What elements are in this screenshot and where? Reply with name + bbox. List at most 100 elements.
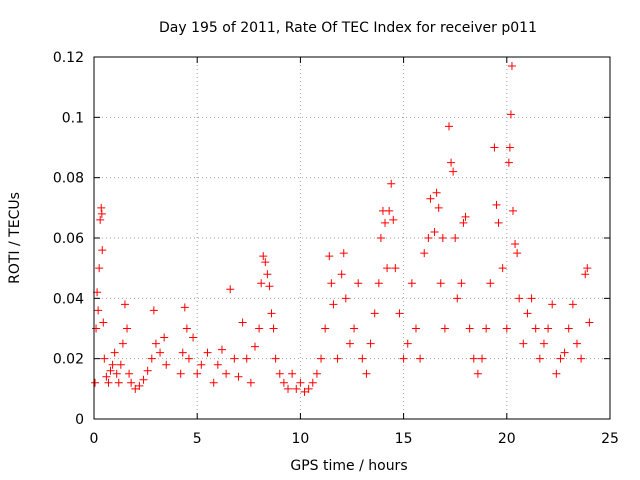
y-tick-label: 0 [75, 412, 84, 428]
data-point [95, 264, 104, 273]
data-point [583, 264, 592, 273]
data-point [424, 234, 433, 242]
data-point [327, 279, 336, 288]
x-tick-label: 15 [395, 431, 413, 447]
data-point [329, 300, 338, 309]
data-point [296, 378, 305, 387]
data-point [515, 294, 524, 303]
data-point [461, 212, 470, 221]
data-point [92, 324, 101, 333]
data-point [333, 354, 342, 363]
data-point [345, 339, 354, 348]
data-point [104, 378, 113, 387]
data-point [110, 348, 119, 357]
data-point [250, 342, 259, 351]
data-point [203, 348, 212, 357]
data-point [238, 318, 247, 327]
data-point [288, 369, 297, 378]
data-point [447, 158, 456, 167]
data-point [457, 279, 466, 288]
data-point [548, 300, 557, 309]
data-point [193, 369, 202, 378]
y-tick-label: 0.08 [53, 171, 84, 187]
data-point [341, 294, 350, 303]
data-point [492, 200, 501, 209]
data-point [426, 194, 435, 203]
data-point [560, 348, 569, 357]
data-point [269, 324, 278, 333]
data-point [139, 375, 148, 384]
data-point [544, 324, 553, 333]
y-tick-label: 0.12 [53, 50, 84, 66]
data-point [242, 354, 251, 363]
data-point [94, 306, 103, 315]
data-point [284, 384, 293, 393]
data-point [350, 324, 359, 333]
data-point [420, 249, 429, 258]
y-tick-label: 0.06 [53, 231, 84, 247]
data-point [411, 324, 420, 333]
data-point [366, 339, 375, 348]
data-point [403, 339, 412, 348]
data-point [182, 324, 191, 333]
data-point [267, 309, 276, 318]
data-point [507, 62, 516, 71]
data-point [505, 143, 514, 152]
data-point [112, 369, 121, 378]
data-point [180, 303, 189, 312]
data-point [102, 372, 111, 381]
data-point [97, 209, 106, 218]
data-point [149, 306, 158, 315]
data-point [511, 240, 520, 249]
data-point [230, 354, 239, 363]
data-point [407, 279, 416, 288]
data-point [292, 384, 301, 393]
data-point [197, 360, 206, 369]
data-point [519, 339, 528, 348]
data-point [325, 252, 334, 261]
data-point [312, 369, 321, 378]
data-point [438, 234, 447, 242]
data-point [498, 264, 507, 273]
data-point [162, 360, 171, 369]
data-point [440, 324, 449, 333]
data-point [527, 294, 536, 303]
data-point [535, 354, 544, 363]
data-point [213, 360, 222, 369]
data-point [430, 227, 439, 236]
data-point [494, 218, 503, 227]
data-point [135, 381, 144, 390]
y-tick-label: 0.04 [53, 291, 84, 307]
x-tick-label: 10 [291, 431, 309, 447]
data-point [96, 215, 105, 224]
data-point [246, 378, 255, 387]
y-tick-label: 0.02 [53, 352, 84, 368]
data-point [445, 122, 454, 131]
data-point [160, 333, 169, 342]
data-point [339, 249, 348, 258]
data-point [99, 318, 108, 327]
data-point [399, 354, 408, 363]
data-point [391, 264, 400, 273]
data-point [478, 354, 487, 363]
data-point [453, 294, 462, 303]
y-tick-label: 0.1 [62, 110, 84, 126]
x-tick-label: 20 [498, 431, 516, 447]
data-point [523, 309, 532, 318]
data-point [257, 279, 266, 288]
plot-frame [93, 56, 611, 420]
data-point [261, 258, 270, 267]
data-point [473, 369, 482, 378]
data-point [434, 203, 443, 212]
data-point [469, 354, 478, 363]
data-point [123, 324, 132, 333]
x-tick-label: 5 [193, 431, 202, 447]
data-point [374, 279, 383, 288]
data-point [321, 324, 330, 333]
data-point [234, 372, 243, 381]
data-point [449, 167, 458, 176]
data-point [91, 378, 100, 387]
data-point [304, 384, 313, 393]
data-point [504, 158, 513, 167]
